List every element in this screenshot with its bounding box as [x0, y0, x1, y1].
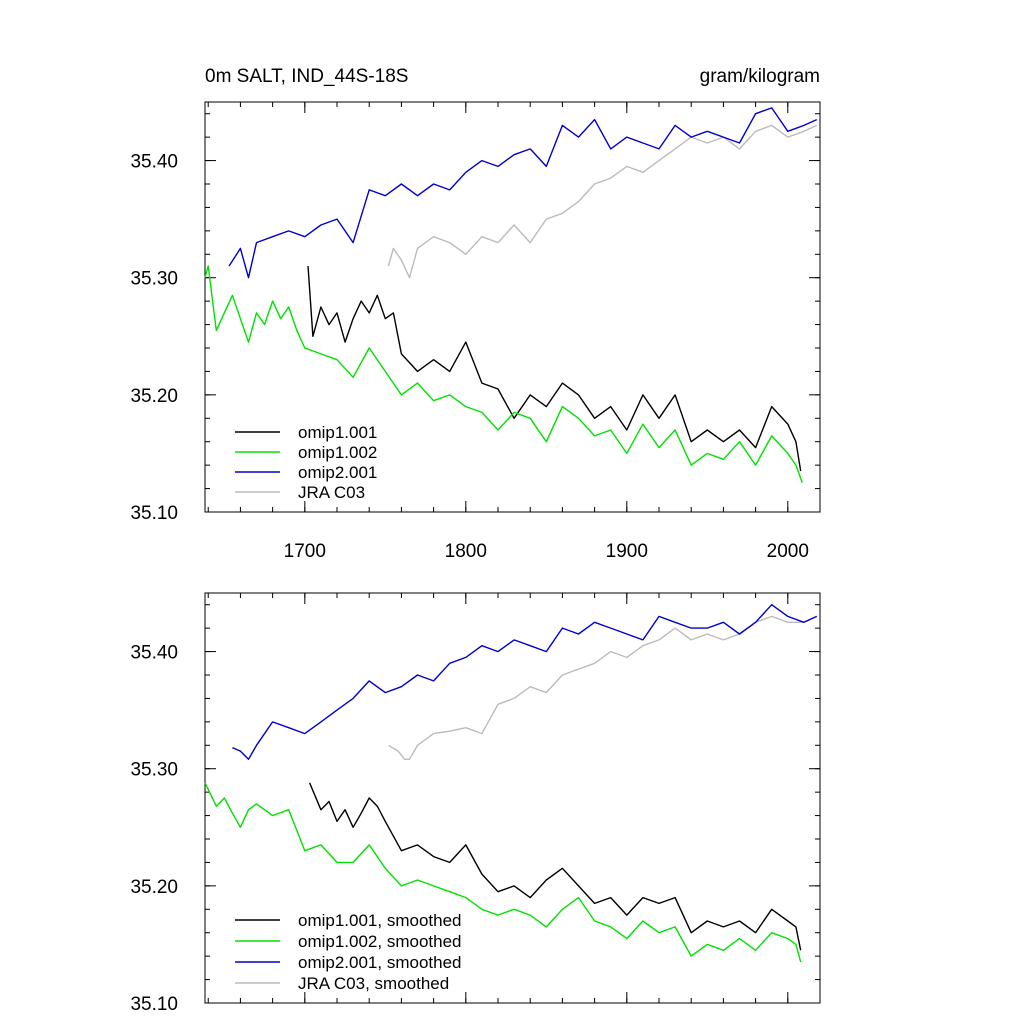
series-line-omip2-001-smoothed — [232, 604, 818, 760]
y-tick-label: 35.20 — [130, 386, 178, 407]
x-tick-label: 2000 — [767, 541, 809, 562]
series-line-jra-c03-smoothed — [388, 615, 818, 760]
bottom-panel: 35.10 35.20 35.30 35.40 omip1.001, smoothed… — [130, 592, 821, 1015]
legend-label-omip2-001-smoothed: omip2.001, smoothed — [298, 953, 462, 972]
series-line-omip1-002 — [204, 265, 803, 483]
legend-label-jra-c03: JRA C03 — [298, 483, 365, 502]
y-tick-label: 35.10 — [130, 503, 178, 524]
bottom-legend: omip1.001, smoothed omip1.002, smoothed … — [235, 911, 462, 993]
legend-label-omip1-001-smoothed: omip1.001, smoothed — [298, 911, 462, 930]
bottom-ticks: 35.10 35.20 35.30 35.40 — [130, 593, 821, 1015]
legend-label-omip2-001: omip2.001 — [298, 463, 377, 482]
top-series-lines — [204, 107, 818, 483]
top-panel: 0m SALT, IND_44S-18S gram/kilogram 35.10… — [130, 66, 821, 562]
legend-label-jra-c03-smoothed: JRA C03, smoothed — [298, 974, 449, 993]
x-tick-label: 1800 — [445, 541, 487, 562]
bottom-series-lines — [204, 604, 818, 963]
top-ticks: 35.10 35.20 35.30 35.40 1700 1800 1900 2000 — [130, 102, 821, 562]
y-tick-label: 35.30 — [130, 760, 178, 781]
series-line-omip2-001 — [228, 107, 818, 279]
legend-label-omip1-002: omip1.002 — [298, 443, 377, 462]
top-legend: omip1.001 omip1.002 omip2.001 JRA C03 — [235, 423, 377, 502]
series-line-jra-c03 — [387, 124, 818, 279]
y-tick-label: 35.40 — [130, 643, 178, 664]
y-tick-label: 35.30 — [130, 269, 178, 290]
legend-label-omip1-001: omip1.001 — [298, 423, 377, 442]
y-tick-label: 35.20 — [130, 877, 178, 898]
legend-label-omip1-002-smoothed: omip1.002, smoothed — [298, 932, 462, 951]
series-line-omip1-002-smoothed — [204, 782, 802, 963]
series-line-omip1-001-smoothed — [308, 782, 802, 951]
series-line-omip1-001 — [307, 265, 802, 472]
y-tick-label: 35.40 — [130, 152, 178, 173]
x-tick-label: 1900 — [606, 541, 648, 562]
top-plot-frame — [204, 101, 821, 513]
top-panel-title: 0m SALT, IND_44S-18S — [205, 66, 408, 87]
bottom-plot-frame — [204, 592, 821, 1004]
y-tick-label: 35.10 — [130, 994, 178, 1015]
top-panel-units: gram/kilogram — [700, 66, 820, 87]
x-tick-label: 1700 — [284, 541, 326, 562]
